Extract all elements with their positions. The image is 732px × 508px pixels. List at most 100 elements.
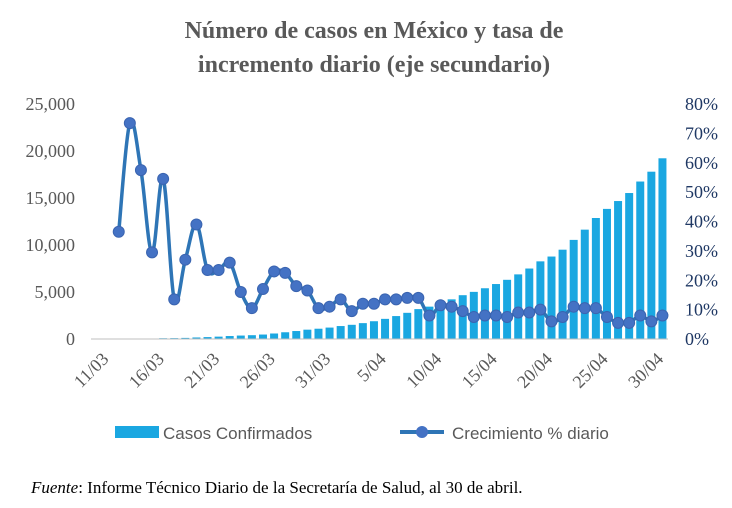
- line-point: [212, 263, 225, 276]
- bar-casos: [381, 318, 390, 339]
- line-point: [545, 315, 558, 328]
- x-tick-label: 5/04: [353, 349, 390, 386]
- line-point: [356, 297, 369, 310]
- bar-series-casos-confirmados: [92, 158, 667, 340]
- chart: Número de casos en México y tasa de incr…: [26, 18, 719, 443]
- legend-marker-crecimiento: [416, 426, 428, 438]
- line-point: [256, 283, 269, 296]
- bar-casos: [614, 201, 623, 339]
- y-right-tick-label: 60%: [685, 153, 718, 173]
- line-point: [367, 297, 380, 310]
- y-axis-left: 0 5,000 10,000 15,000 20,000 25,000: [26, 94, 76, 349]
- y-right-tick-label: 80%: [685, 94, 718, 114]
- line-point: [600, 310, 613, 323]
- bar-casos: [214, 336, 223, 339]
- x-tick-label: 26/03: [236, 349, 279, 392]
- y-left-tick-label: 0: [66, 329, 75, 349]
- y-left-tick-label: 20,000: [26, 141, 76, 161]
- y-right-tick-label: 70%: [685, 123, 718, 143]
- line-point: [268, 265, 281, 278]
- bar-casos: [259, 334, 267, 339]
- line-point: [645, 315, 658, 328]
- bar-casos: [314, 328, 323, 339]
- line-point: [589, 302, 602, 315]
- bar-casos: [325, 327, 334, 339]
- line-point: [578, 302, 591, 315]
- line-point: [612, 316, 625, 329]
- line-point: [201, 263, 214, 276]
- footnote: Fuente: Informe Técnico Diario de la Sec…: [31, 478, 523, 498]
- line-point: [434, 299, 447, 312]
- bar-casos: [625, 193, 634, 339]
- line-point: [245, 302, 258, 315]
- bar-casos: [358, 323, 367, 339]
- bar-casos: [569, 239, 578, 339]
- x-tick-label: 11/03: [70, 349, 113, 392]
- y-right-tick-label: 10%: [685, 300, 718, 320]
- bar-casos: [347, 324, 356, 339]
- line-point: [467, 310, 480, 323]
- chart-title-line-2: incremento diario (eje secundario): [198, 52, 550, 78]
- footnote-source-label: Fuente: [31, 478, 79, 497]
- bar-casos: [558, 249, 567, 339]
- x-axis: 11/03 16/03 21/03 26/03 31/03 5/04 10/04 15/04 2…: [70, 349, 667, 392]
- bar-casos: [658, 158, 667, 339]
- line-point: [390, 293, 403, 306]
- bar-casos: [447, 299, 456, 339]
- line-point: [123, 117, 136, 130]
- bar-casos: [414, 309, 423, 339]
- line-point: [168, 293, 181, 306]
- bar-casos: [458, 295, 467, 339]
- line-point: [279, 266, 292, 279]
- legend-label-casos-confirmados: Casos Confirmados: [163, 424, 312, 443]
- line-point: [223, 256, 236, 269]
- bar-casos: [436, 302, 445, 339]
- bar-casos: [403, 312, 412, 339]
- line-point: [134, 164, 147, 177]
- bar-casos: [392, 316, 401, 339]
- bar-casos: [503, 279, 512, 339]
- bar-casos: [192, 337, 201, 339]
- x-tick-label: 25/04: [569, 349, 612, 392]
- line-point: [567, 300, 580, 313]
- line-point: [401, 291, 414, 304]
- y-axis-right: 0% 10% 20% 30% 40% 50% 60% 70% 80%: [685, 94, 718, 349]
- bar-casos: [270, 333, 279, 339]
- legend-label-crecimiento: Crecimiento % diario: [452, 424, 609, 443]
- bar-casos: [281, 332, 290, 339]
- chart-title-line-1: Número de casos en México y tasa de: [185, 18, 564, 44]
- x-tick-label: 30/04: [624, 349, 667, 392]
- line-point: [312, 302, 325, 315]
- line-point: [323, 300, 336, 313]
- x-tick-label: 20/04: [513, 349, 556, 392]
- line-point: [634, 309, 647, 322]
- line-point: [490, 309, 503, 322]
- bar-casos: [336, 326, 345, 339]
- line-point: [345, 305, 358, 318]
- bar-casos: [591, 218, 600, 339]
- line-point: [445, 300, 458, 313]
- bar-casos: [580, 229, 589, 339]
- y-right-tick-label: 50%: [685, 182, 718, 202]
- bar-casos: [303, 329, 312, 339]
- line-point: [146, 246, 159, 259]
- bar-casos: [536, 261, 545, 339]
- line-point: [534, 303, 547, 316]
- line-point: [412, 291, 425, 304]
- line-point: [301, 284, 314, 297]
- y-right-tick-label: 20%: [685, 270, 718, 290]
- y-right-tick-label: 0%: [685, 329, 709, 349]
- line-point: [334, 293, 347, 306]
- x-tick-label: 31/03: [291, 349, 334, 392]
- y-left-tick-label: 25,000: [26, 94, 76, 114]
- bar-casos: [292, 331, 301, 339]
- line-point: [234, 286, 247, 298]
- line-point: [512, 306, 525, 319]
- y-left-tick-label: 5,000: [35, 282, 76, 302]
- bar-casos: [225, 336, 234, 339]
- line-point: [157, 172, 170, 185]
- bar-casos: [369, 321, 378, 339]
- line-point: [478, 309, 491, 322]
- line-point: [190, 218, 203, 231]
- line-point: [501, 310, 514, 323]
